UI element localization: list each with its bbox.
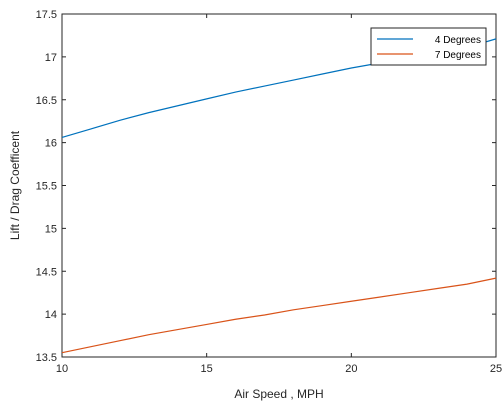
legend-box (370, 27, 487, 66)
y-tick-label: 14 (45, 309, 57, 321)
legend: 4 Degrees 7 Degrees (370, 27, 487, 66)
y-tick-label: 14.5 (36, 266, 57, 278)
y-tick-label: 16.5 (36, 95, 57, 107)
plot-area (61, 13, 497, 358)
y-tick-label: 15 (45, 223, 57, 235)
x-tick-label: 20 (345, 363, 357, 375)
y-tick-label: 17 (45, 52, 57, 64)
plot-frame (61, 13, 497, 358)
y-tick-label: 17.5 (36, 9, 57, 21)
y-tick-label: 16 (45, 138, 57, 150)
axis-ticks: 10 15 20 25 13.5 14 14.5 15 15.5 16 16.5 17 17.5 (36, 9, 503, 375)
x-tick-label: 15 (201, 363, 213, 375)
x-tick-label: 10 (56, 363, 68, 375)
series-line (61, 277, 497, 354)
axis-labels: Air Speed , MPH Lift / Drag Coefficent (8, 130, 324, 401)
y-tick-label: 13.5 (36, 352, 57, 364)
legend-label: 4 Degrees (435, 35, 481, 46)
y-tick-label: 15.5 (36, 181, 57, 193)
legend-label: 7 Degrees (435, 50, 481, 61)
y-axis-label: Lift / Drag Coefficent (8, 130, 22, 240)
x-tick-label: 25 (490, 363, 502, 375)
x-axis-label: Air Speed , MPH (234, 387, 323, 401)
